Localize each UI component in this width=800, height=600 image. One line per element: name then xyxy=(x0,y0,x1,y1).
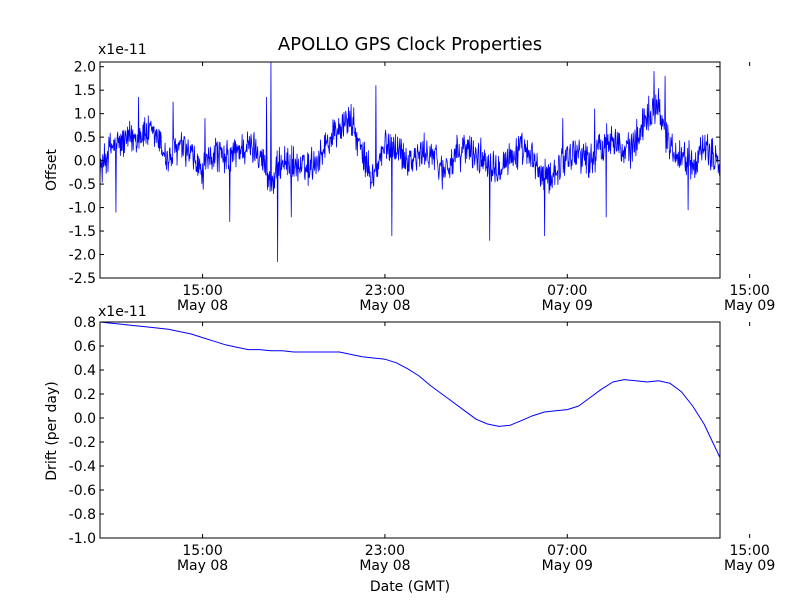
offset-x-tick-date: May 09 xyxy=(542,298,593,314)
drift-x-tick-time: 15:00 xyxy=(729,543,769,559)
drift-y-tick-label: -1.0 xyxy=(69,531,96,547)
offset-x-tick-date: May 08 xyxy=(359,298,410,314)
offset-y-tick-label: 1.0 xyxy=(74,107,96,123)
offset-y-tick-label: 0.0 xyxy=(74,154,96,170)
drift-x-tick-time: 07:00 xyxy=(547,543,587,559)
drift-series-line xyxy=(100,322,720,459)
drift-plot-frame xyxy=(99,321,721,539)
offset-plot-frame xyxy=(99,61,721,279)
drift-x-tick-time: 23:00 xyxy=(365,543,405,559)
drift-x-tick-date: May 08 xyxy=(359,558,410,574)
drift-y-tick-label: 0.2 xyxy=(74,387,96,403)
offset-panel: x1e-11 Offset -2.5 -2.0 -1.5 -1.0 -0.5 0.0 0.5… xyxy=(44,42,775,314)
drift-y-tick-label: -0.6 xyxy=(69,483,96,499)
drift-y-ticks: -1.0 -0.8 -0.6 -0.4 -0.2 0.0 0.2 0.4 0.6 0.8 xyxy=(69,315,720,547)
drift-series-layer xyxy=(100,322,720,459)
offset-series-layer xyxy=(100,62,720,262)
drift-x-tick-date: May 09 xyxy=(542,558,593,574)
offset-y-tick-label: -1.0 xyxy=(69,201,96,217)
drift-x-axis-label: Date (GMT) xyxy=(370,579,450,595)
drift-y-tick-label: -0.2 xyxy=(69,435,96,451)
drift-y-tick-label: -0.4 xyxy=(69,459,96,475)
drift-y-multiplier: x1e-11 xyxy=(98,304,147,320)
drift-y-tick-label: 0.4 xyxy=(74,363,96,379)
offset-y-axis-label: Offset xyxy=(44,148,60,191)
drift-y-axis-label: Drift (per day) xyxy=(44,381,60,480)
offset-x-tick-date: May 09 xyxy=(724,298,775,314)
offset-y-tick-label: 1.5 xyxy=(74,83,96,99)
offset-y-multiplier: x1e-11 xyxy=(98,42,147,58)
drift-y-tick-label: 0.6 xyxy=(74,339,96,355)
offset-x-tick-time: 23:00 xyxy=(365,283,405,299)
drift-y-tick-label: -0.8 xyxy=(69,507,96,523)
chart-title: APOLLO GPS Clock Properties xyxy=(278,34,542,55)
offset-y-tick-label: 0.5 xyxy=(74,130,96,146)
offset-y-tick-label: -2.5 xyxy=(69,271,96,287)
drift-x-tick-time: 15:00 xyxy=(182,543,222,559)
offset-x-tick-time: 15:00 xyxy=(182,283,222,299)
drift-panel: x1e-11 Drift (per day) -1.0-0.8-0.6-0.4-… xyxy=(44,304,775,595)
offset-y-ticks: -2.5 -2.0 -1.5 -1.0 -0.5 0.0 0.5 1.0 1.5 2.0 xyxy=(69,60,720,287)
offset-series-line xyxy=(100,62,720,262)
drift-y-tick-label: 0.0 xyxy=(74,411,96,427)
drift-x-tick-date: May 08 xyxy=(177,558,228,574)
offset-x-tick-time: 15:00 xyxy=(729,283,769,299)
drift-x-tick-date: May 09 xyxy=(724,558,775,574)
offset-y-tick-label: -1.5 xyxy=(69,224,96,240)
offset-y-tick-label: -2.0 xyxy=(69,248,96,264)
drift-y-tick-label: 0.8 xyxy=(74,315,96,331)
offset-x-tick-time: 07:00 xyxy=(547,283,587,299)
offset-y-tick-label: 2.0 xyxy=(74,60,96,76)
offset-x-tick-date: May 08 xyxy=(177,298,228,314)
offset-y-tick-label: -0.5 xyxy=(69,177,96,193)
